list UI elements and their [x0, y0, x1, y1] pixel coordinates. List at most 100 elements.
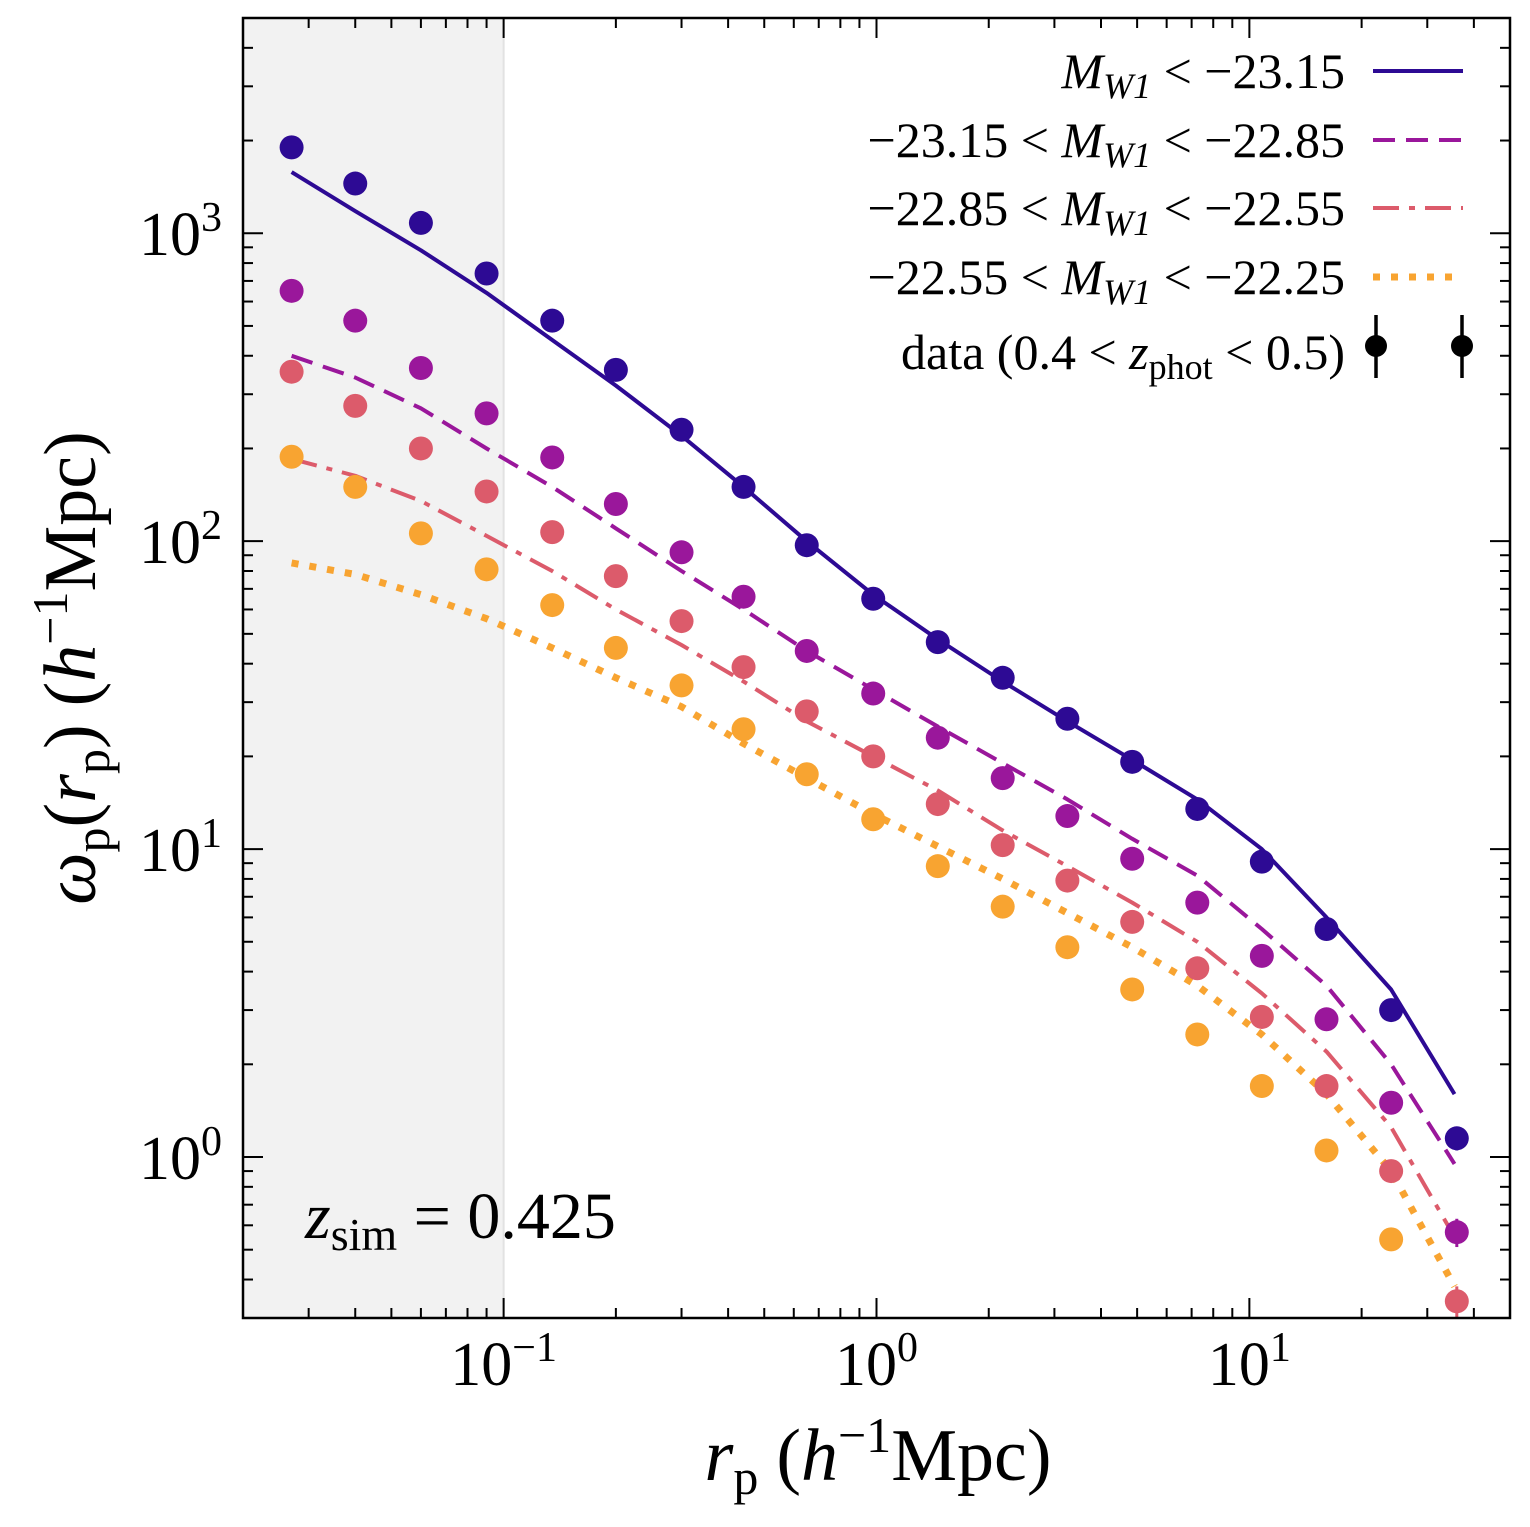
- x-tick-label: 101: [1208, 1325, 1291, 1399]
- data-point-series-3: [1055, 868, 1080, 893]
- data-point-series-4: [1185, 1022, 1210, 1047]
- y-tick-label: 100: [139, 1119, 222, 1193]
- data-point-series-3: [343, 393, 368, 418]
- redshift-annotation: zsim = 0.425: [304, 1180, 616, 1260]
- data-point-series-1: [794, 533, 819, 558]
- x-tick-labels: 10−1 100 101: [450, 1325, 1291, 1399]
- data-point-series-2: [408, 356, 433, 381]
- data-point-series-3: [279, 359, 304, 384]
- data-point-series-1: [540, 308, 565, 333]
- data-point-series-1: [990, 665, 1015, 690]
- data-point-series-3: [990, 833, 1015, 858]
- data-point-series-3: [474, 479, 499, 504]
- data-point-series-3: [603, 564, 628, 589]
- data-point-series-3: [794, 699, 819, 724]
- data-point-series-3: [1379, 1159, 1404, 1184]
- data-point-series-1: [731, 474, 756, 499]
- data-point-series-1: [669, 417, 694, 442]
- data-point-series-1: [1444, 1126, 1469, 1151]
- data-point-series-4: [731, 717, 756, 742]
- data-point-series-2: [1249, 943, 1274, 968]
- data-point-series-1: [1055, 706, 1080, 731]
- model-line-series-3: [291, 456, 1457, 1238]
- data-point-series-4: [1055, 935, 1080, 960]
- data-point-series-1: [343, 171, 368, 196]
- y-tick-label: 103: [139, 195, 222, 269]
- legend-entry-data: data (0.4 < zphot < 0.5): [901, 315, 1473, 387]
- data-point-series-2: [990, 766, 1015, 791]
- data-point-series-2: [1055, 804, 1080, 829]
- data-point-series-2: [1379, 1090, 1404, 1115]
- data-point-series-1: [603, 357, 628, 382]
- y-tick-labels: 100 101 102 103: [139, 195, 222, 1193]
- data-point-series-2: [669, 540, 694, 565]
- y-tick-label: 102: [139, 503, 222, 577]
- data-point-series-3: [1249, 1004, 1274, 1029]
- data-point-series-3: [540, 520, 565, 545]
- data-point-series-1: [1120, 749, 1145, 774]
- data-point-series-3: [1444, 1289, 1469, 1314]
- data-point-series-4: [279, 444, 304, 469]
- data-point-series-1: [1249, 849, 1274, 874]
- data-point-series-1: [474, 261, 499, 286]
- legend-label-series-1: MW1 < −23.15: [1060, 43, 1345, 106]
- data-point-series-4: [861, 807, 886, 832]
- data-point-series-4: [603, 635, 628, 660]
- data-point-series-4: [540, 593, 565, 618]
- data-point-series-4: [990, 894, 1015, 919]
- shaded-excluded-region: [243, 18, 504, 1318]
- data-point-series-4: [1249, 1074, 1274, 1099]
- data-point-series-2: [1314, 1007, 1339, 1032]
- legend-label-series-4: −22.55 < MW1 < −22.25: [868, 249, 1345, 312]
- data-point-series-4: [925, 854, 950, 879]
- legend: MW1 < −23.15−23.15 < MW1 < −22.85−22.85 …: [868, 43, 1473, 387]
- data-point-series-2: [343, 308, 368, 333]
- x-axis-title: rp (h−1Mpc): [705, 1407, 1052, 1505]
- data-point-series-2: [474, 401, 499, 426]
- data-point-series-2: [861, 681, 886, 706]
- data-point-series-2: [279, 278, 304, 303]
- data-point-series-3: [1185, 956, 1210, 981]
- y-tick-label: 101: [139, 811, 222, 885]
- data-point-series-3: [1314, 1074, 1339, 1099]
- x-tick-label: 100: [835, 1325, 918, 1399]
- data-point-series-2: [925, 725, 950, 750]
- data-point-series-1: [1185, 796, 1210, 821]
- y-axis-title: ωp(rp)(h−1Mpc): [22, 431, 120, 905]
- data-point-series-3: [731, 655, 756, 680]
- data-point-series-2: [794, 638, 819, 663]
- data-point-series-2: [540, 445, 565, 470]
- data-point-series-3: [669, 609, 694, 634]
- data-point-series-4: [1120, 977, 1145, 1002]
- data-points: [279, 135, 1469, 1318]
- data-point-series-2: [1185, 890, 1210, 915]
- data-point-series-3: [861, 744, 886, 769]
- x-tick-label: 10−1: [450, 1325, 557, 1399]
- data-point-series-1: [861, 586, 886, 611]
- data-point-series-2: [1444, 1220, 1469, 1245]
- data-point-series-1: [925, 630, 950, 655]
- data-point-series-4: [794, 762, 819, 787]
- data-point-series-1: [1314, 917, 1339, 942]
- data-point-series-2: [731, 584, 756, 609]
- data-point-series-3: [925, 792, 950, 817]
- data-point-series-1: [408, 210, 433, 235]
- data-point-series-3: [408, 436, 433, 461]
- data-point-series-4: [343, 474, 368, 499]
- data-point-series-2: [1120, 846, 1145, 871]
- legend-label-data: data (0.4 < zphot < 0.5): [901, 324, 1345, 387]
- data-point-series-1: [279, 135, 304, 160]
- plot-frame: [241, 16, 1512, 1320]
- data-point-series-4: [1379, 1227, 1404, 1252]
- legend-label-series-3: −22.85 < MW1 < −22.55: [868, 180, 1345, 243]
- data-point-series-1: [1379, 998, 1404, 1023]
- legend-data-marker-1: [1365, 335, 1387, 357]
- data-point-series-4: [1314, 1138, 1339, 1163]
- data-point-series-3: [1120, 909, 1145, 934]
- data-point-series-2: [603, 492, 628, 517]
- major-ticks: [243, 18, 1510, 1318]
- data-point-series-4: [408, 521, 433, 546]
- legend-data-marker-2: [1451, 335, 1473, 357]
- data-point-series-4: [474, 557, 499, 582]
